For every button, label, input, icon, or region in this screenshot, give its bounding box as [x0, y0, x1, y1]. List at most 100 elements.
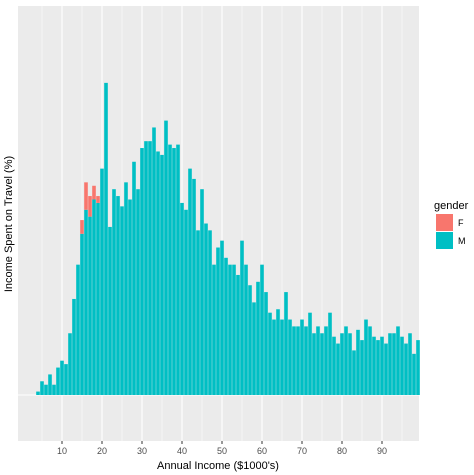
- bar-m: [244, 264, 248, 395]
- x-axis-ticks: 10 20 30 40 50 60 70 80 90: [57, 441, 387, 456]
- bar-m: [308, 312, 312, 395]
- bar-m: [228, 264, 232, 395]
- x-tick-label: 70: [297, 446, 307, 456]
- bar-m: [316, 326, 320, 395]
- bar-m: [80, 233, 84, 395]
- bar-m: [132, 161, 136, 395]
- bar-m: [172, 148, 176, 395]
- x-tick-label: 90: [377, 446, 387, 456]
- bar-m: [288, 319, 292, 395]
- bar-m: [152, 127, 156, 396]
- bar-m: [48, 374, 52, 395]
- bar-m: [372, 336, 376, 395]
- bar-m: [136, 189, 140, 395]
- bar-m: [124, 182, 128, 395]
- bar-f: [92, 185, 96, 200]
- bar-m: [192, 178, 196, 395]
- bar-m: [344, 326, 348, 395]
- bar-m: [188, 168, 192, 395]
- x-tick-label: 50: [217, 446, 227, 456]
- bar-m: [380, 336, 384, 395]
- bar-m: [356, 329, 360, 395]
- bar-f: [96, 196, 100, 203]
- x-tick-label: 60: [257, 446, 267, 456]
- bar-m: [324, 326, 328, 395]
- bar-m: [208, 230, 212, 395]
- bar-m: [364, 319, 368, 395]
- bar-m: [412, 353, 416, 395]
- bar-m: [396, 326, 400, 395]
- bar-m: [264, 292, 268, 395]
- bar-m: [128, 199, 132, 395]
- bars: [36, 82, 420, 396]
- bar-m: [280, 319, 284, 395]
- bar-m: [176, 144, 180, 395]
- bar-m: [100, 168, 104, 395]
- bar-m: [252, 302, 256, 395]
- bar-m: [368, 326, 372, 395]
- bar-m: [376, 340, 380, 395]
- bar-m: [76, 264, 80, 395]
- bar-m: [296, 326, 300, 395]
- bar-m: [144, 141, 148, 395]
- bar-m: [120, 206, 124, 395]
- bar-m: [388, 333, 392, 395]
- bar-m: [348, 333, 352, 395]
- bar-m: [112, 189, 116, 395]
- bar-m: [416, 340, 420, 395]
- bar-m: [304, 326, 308, 395]
- bar-m: [116, 196, 120, 395]
- bar-m: [156, 151, 160, 395]
- x-tick-label: 30: [137, 446, 147, 456]
- bar-m: [212, 264, 216, 395]
- bar-m: [312, 333, 316, 395]
- bar-m: [72, 298, 76, 395]
- bar-f: [84, 182, 88, 210]
- bar-m: [88, 216, 92, 395]
- x-tick-label: 80: [337, 446, 347, 456]
- x-axis-label: Annual Income ($1000's): [157, 460, 279, 472]
- bar-m: [268, 312, 272, 395]
- bar-m: [236, 274, 240, 395]
- bar-m: [232, 264, 236, 395]
- bar-m: [256, 281, 260, 395]
- legend: gender F M: [434, 200, 469, 249]
- bar-m: [336, 343, 340, 395]
- bar-m: [64, 364, 68, 395]
- bar-m: [284, 292, 288, 395]
- bar-f: [80, 220, 84, 234]
- legend-key-f: [436, 214, 453, 231]
- bar-m: [40, 381, 44, 395]
- bar-m: [184, 209, 188, 395]
- x-tick-label: 40: [177, 446, 187, 456]
- bar-m: [392, 333, 396, 395]
- bar-m: [60, 360, 64, 395]
- bar-m: [360, 340, 364, 395]
- bar-m: [44, 384, 48, 395]
- legend-key-m: [436, 232, 453, 249]
- bar-m: [220, 240, 224, 395]
- bar-m: [108, 226, 112, 395]
- bar-m: [248, 285, 252, 395]
- bar-m: [408, 333, 412, 395]
- x-tick-label: 20: [97, 446, 107, 456]
- bar-m: [400, 336, 404, 395]
- bar-m: [168, 144, 172, 395]
- bar-m: [332, 336, 336, 395]
- legend-title: gender: [434, 200, 469, 212]
- bar-m: [92, 199, 96, 395]
- bar-m: [52, 384, 56, 395]
- legend-label-m: M: [458, 236, 466, 246]
- bar-m: [204, 223, 208, 395]
- bar-m: [328, 312, 332, 395]
- legend-label-f: F: [458, 218, 464, 228]
- bar-m: [56, 367, 60, 395]
- bar-m: [196, 230, 200, 395]
- bar-m: [148, 141, 152, 395]
- bar-m: [104, 82, 108, 396]
- bar-m: [140, 148, 144, 395]
- bar-m: [384, 343, 388, 395]
- bar-m: [300, 319, 304, 395]
- bar-m: [96, 202, 100, 395]
